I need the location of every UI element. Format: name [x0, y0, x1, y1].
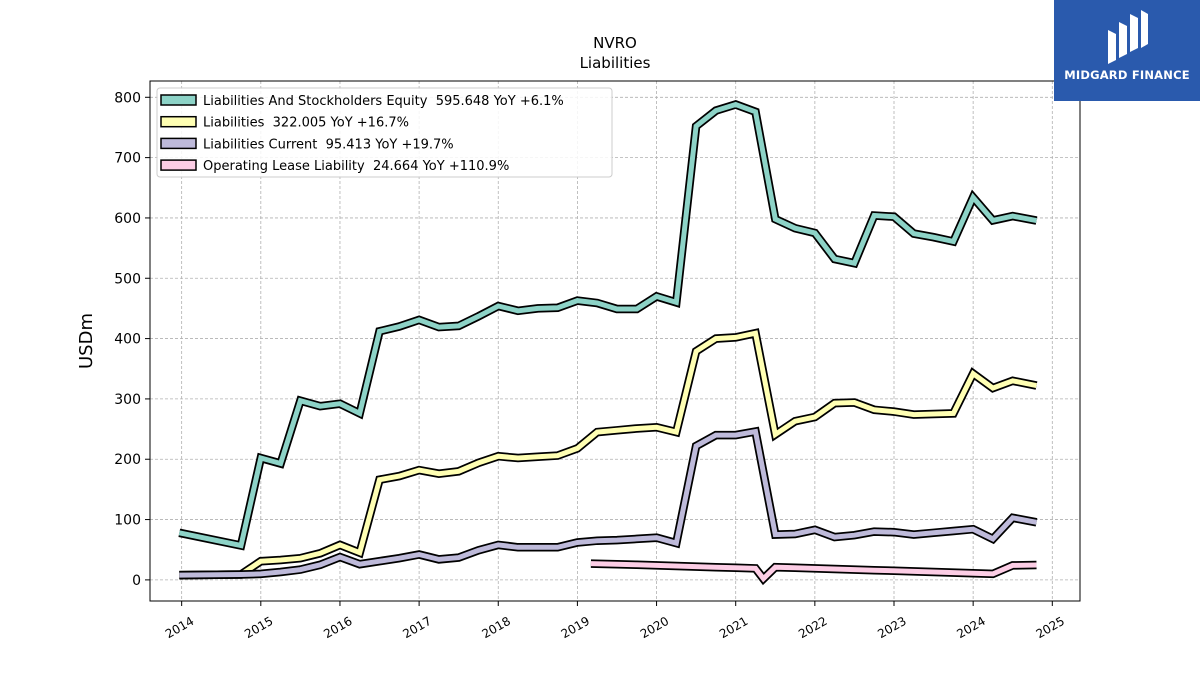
- legend-swatch: [160, 159, 197, 171]
- y-tick-label: 700: [114, 151, 141, 167]
- series-layer: [178, 100, 1038, 586]
- x-tick-label: 2017: [400, 614, 433, 641]
- series-line-operating-lease-liability: [590, 561, 1037, 583]
- logo-text: MIDGARD FINANCE: [1064, 68, 1190, 82]
- midgard-finance-logo: MIDGARD FINANCE: [1054, 0, 1200, 101]
- x-tick-label: 2018: [480, 614, 513, 641]
- legend-swatch: [160, 94, 197, 106]
- x-tick-label: 2022: [796, 614, 829, 641]
- x-tick-label: 2019: [559, 614, 592, 641]
- y-tick-label: 500: [114, 271, 141, 287]
- series-line-liabilities: [179, 330, 1037, 578]
- legend-swatch: [160, 137, 197, 150]
- x-tick-label: 2020: [638, 614, 671, 641]
- y-tick-label: 100: [114, 513, 141, 529]
- y-tick-label: 0: [132, 573, 141, 589]
- x-tick-label: 2014: [163, 614, 196, 641]
- x-axis: 2014 2015 2016 2017 2018 2019 2020 2021 2022 2023…: [163, 601, 1067, 641]
- legend-entry: Liabilities 322.005 YoY +16.7%: [203, 116, 409, 131]
- x-tick-label: 2024: [954, 614, 987, 641]
- y-tick-label: 200: [114, 452, 141, 468]
- y-tick-label: 600: [114, 211, 141, 227]
- series-line-liabilities-and-stockholders-equity: [178, 101, 1037, 549]
- x-tick-label: 2015: [242, 614, 275, 641]
- plot-frame: [149, 80, 1081, 602]
- legend-box: [156, 87, 613, 178]
- legend-entry: Operating Lease Liability 24.664 YoY +11…: [203, 159, 509, 174]
- legend-entry: Liabilities And Stockholders Equity 595.…: [203, 94, 564, 109]
- legend: Liabilities And Stockholders Equity 595.…: [156, 87, 613, 178]
- chart-title: NVRO: [593, 34, 637, 52]
- legend-swatch: [160, 115, 197, 128]
- y-axis-label: USDm: [76, 313, 97, 369]
- y-tick-label: 800: [114, 90, 141, 106]
- x-tick-label: 2025: [1034, 614, 1067, 641]
- y-axis: 0 100 200 300 400 500 600 700 800: [114, 90, 150, 589]
- x-tick-label: 2016: [321, 614, 354, 641]
- legend-entry: Liabilities Current 95.413 YoY +19.7%: [203, 137, 454, 152]
- midgard-logo-icon: [1108, 10, 1148, 64]
- y-tick-label: 400: [114, 332, 141, 348]
- series-line-liabilities-current: [179, 428, 1037, 578]
- x-tick-label: 2023: [875, 614, 908, 641]
- chart-subtitle: Liabilities: [580, 54, 651, 72]
- y-tick-label: 300: [114, 392, 141, 408]
- x-tick-label: 2021: [717, 614, 750, 641]
